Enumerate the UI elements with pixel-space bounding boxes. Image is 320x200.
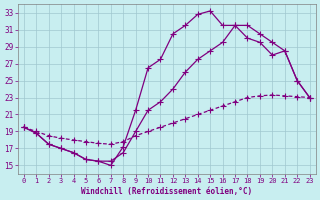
X-axis label: Windchill (Refroidissement éolien,°C): Windchill (Refroidissement éolien,°C): [81, 187, 252, 196]
